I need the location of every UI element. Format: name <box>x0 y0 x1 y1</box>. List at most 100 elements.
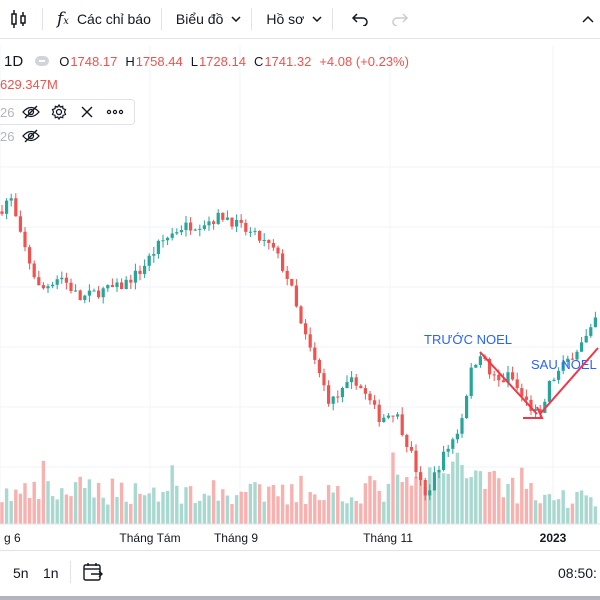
ohlc-legend: 1D O 1748.17 H 1758.44 L 1728.14 C 1741.… <box>0 52 417 70</box>
indicator-row-1[interactable]: 26 <box>0 99 136 125</box>
volume-bar <box>18 493 23 524</box>
volume-bar <box>349 497 354 524</box>
candle-body <box>368 393 372 401</box>
indicators-label: Các chỉ báo <box>76 11 151 27</box>
undo-button[interactable] <box>333 0 379 38</box>
date-range-icon[interactable] <box>82 562 104 585</box>
volume-bar <box>234 495 239 524</box>
indicator-row-2[interactable]: 26 <box>0 125 42 147</box>
candle-body <box>391 415 395 417</box>
candle-body <box>474 364 478 368</box>
clock-time: 08:50: <box>558 565 597 581</box>
candle-body <box>235 219 239 227</box>
candle-body <box>405 435 409 447</box>
volume-bar <box>142 495 147 524</box>
volume-bar <box>589 497 593 524</box>
volume-bar <box>418 472 423 524</box>
candle-body <box>488 358 492 375</box>
candle-body <box>207 221 211 226</box>
candle-body <box>566 358 570 362</box>
gear-icon[interactable] <box>48 101 70 123</box>
more-icon[interactable] <box>104 101 126 123</box>
x-tick-label: Tháng 11 <box>363 531 413 545</box>
volume-bar <box>386 483 391 524</box>
candle-body <box>258 230 262 241</box>
volume-bar <box>96 482 101 524</box>
volume-bar <box>446 473 450 524</box>
grid-lines <box>0 46 600 524</box>
volume-bar <box>216 500 220 524</box>
candle-body <box>124 279 128 290</box>
volume-bar <box>202 493 207 524</box>
candle-body <box>184 222 188 231</box>
volume-bar <box>147 493 151 524</box>
candle-body <box>55 279 59 285</box>
volume-bar <box>60 488 64 524</box>
candle-body <box>340 388 344 398</box>
candle-body <box>350 377 354 383</box>
candle-body <box>46 286 50 289</box>
close-icon[interactable] <box>76 101 98 123</box>
profile-button[interactable]: Hồ sơ <box>252 0 332 38</box>
volume-bar <box>225 495 230 524</box>
redo-button[interactable] <box>379 0 419 38</box>
candle-body <box>152 254 156 256</box>
candle-body <box>294 285 298 307</box>
volume-bar <box>244 491 248 524</box>
volume-bar <box>257 484 262 524</box>
volume-bar <box>115 497 119 524</box>
volume-bar <box>372 480 377 524</box>
indicators-button[interactable]: fx Các chỉ báo <box>43 0 161 38</box>
candle-body <box>87 290 91 296</box>
candle-body <box>331 396 335 404</box>
volume-bar <box>179 503 184 524</box>
volume-bar <box>391 452 395 524</box>
candle-body <box>359 385 363 389</box>
candle-body <box>497 374 501 381</box>
volume-bar <box>478 471 483 524</box>
high-value: 1758.44 <box>135 53 183 69</box>
volume-bar <box>460 465 464 524</box>
annotation-truoc-noel: TRƯỚC NOEL <box>424 332 512 347</box>
candle-body <box>520 388 524 397</box>
volume-bar <box>294 502 299 524</box>
volume-bar <box>510 477 515 524</box>
range-1y-button[interactable]: 1n <box>43 565 59 581</box>
change-value: +4.08 (+0.23%) <box>319 53 409 69</box>
candle-body <box>442 451 446 470</box>
candle-body <box>373 400 377 405</box>
volume-bar <box>211 480 216 524</box>
volume-bar <box>101 497 105 524</box>
candle-body <box>92 290 96 292</box>
candles-button[interactable] <box>0 0 42 38</box>
volume-bar <box>506 483 510 524</box>
candle-body <box>51 284 55 287</box>
eye-off-icon[interactable] <box>20 101 42 123</box>
chart-type-button[interactable]: Biểu đồ <box>162 0 251 38</box>
more-button[interactable] <box>572 0 600 38</box>
range-5y-button[interactable]: 5n <box>13 565 29 581</box>
candle-body <box>271 242 275 248</box>
volume-bar <box>303 504 308 524</box>
eye-off-icon[interactable] <box>20 125 42 147</box>
candle-body <box>9 198 13 201</box>
candle-body <box>419 472 423 480</box>
candle-body <box>570 358 574 360</box>
bottom-bar: 5n 1n 08:50: <box>0 550 600 597</box>
candle-body <box>589 327 593 336</box>
volume-bar <box>106 504 110 524</box>
volume-bar <box>487 471 492 524</box>
volume-bar <box>515 503 519 524</box>
candle-body <box>511 372 515 380</box>
open-label: O <box>59 53 70 69</box>
candle-body <box>5 200 9 214</box>
candle-body <box>409 446 413 451</box>
volume-bar <box>331 492 335 524</box>
candle-body <box>492 374 496 376</box>
volume-value: 629.347M <box>0 77 58 92</box>
volume-bar <box>230 504 234 524</box>
candle-body <box>28 247 32 264</box>
collapse-button[interactable] <box>35 56 50 66</box>
